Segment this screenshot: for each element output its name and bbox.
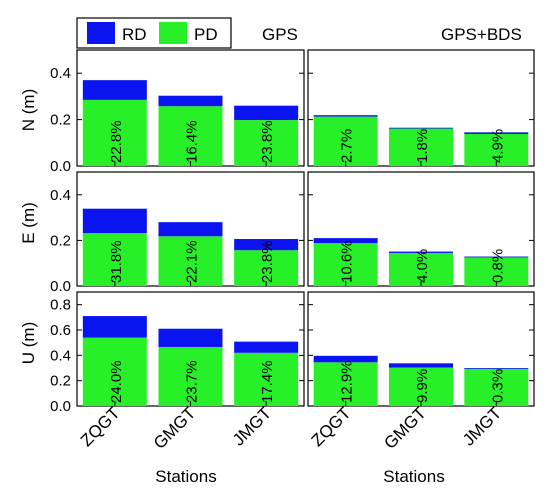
panel-e-gps-bds: 10.6% 4.0% 0.8% — [307, 171, 535, 287]
x-tick-label: JMGT — [459, 403, 505, 449]
bar-pd-jmgt — [464, 133, 529, 166]
bar-percent-label: 0.8% — [489, 249, 506, 283]
legend: RD PD — [76, 17, 232, 49]
bar-pd-jmgt — [234, 352, 299, 406]
bar-rd-zqgt — [82, 316, 147, 338]
bar-pd-zqgt — [313, 116, 378, 166]
bar-pd-gmgt — [158, 346, 223, 406]
panel-n-gps-bds: 2.7% 1.8% 4.9% — [307, 49, 535, 167]
y-tick-label: 0.2 — [50, 232, 71, 249]
x-axis-title-gps: Stations — [155, 467, 216, 486]
panel-u-gps: 0.0 0.2 0.4 0.6 0.8 24.0%ZQGT 23.7%GMGT 17.4%JM… — [50, 291, 305, 453]
bar-rd-zqgt — [313, 238, 378, 244]
bar-rd-gmgt — [158, 95, 223, 107]
legend-swatch-pd — [159, 22, 187, 44]
bar-pd-jmgt — [464, 368, 529, 406]
bar-pd-gmgt — [389, 367, 453, 406]
x-tick-label: GMGT — [150, 403, 199, 452]
bar-rd-zqgt — [313, 115, 378, 117]
bar-pd-gmgt — [158, 106, 223, 166]
bar-percent-label: 12.9% — [339, 360, 356, 403]
bar-percent-label: 1.8% — [414, 129, 431, 163]
bar-percent-label: 23.7% — [184, 360, 201, 403]
y-tick-label: 0.2 — [50, 373, 71, 390]
y-tick-label: 0.6 — [50, 322, 71, 339]
bar-pd-gmgt — [389, 128, 453, 166]
bar-percent-label: 17.4% — [259, 360, 276, 403]
bar-rd-jmgt — [234, 239, 299, 251]
column-title-gps-bds: GPS+BDS — [441, 25, 522, 44]
x-tick-label: JMGT — [229, 403, 275, 449]
bar-rd-gmgt — [158, 328, 223, 347]
bar-rd-jmgt — [234, 105, 299, 121]
bar-rd-gmgt — [389, 363, 453, 368]
bar-percent-label: 9.9% — [414, 369, 431, 403]
bar-pd-zqgt — [82, 337, 147, 406]
panel-e-gps: 0.0 0.2 0.4 31.8% 22.1% 23.8% — [50, 171, 305, 295]
y-tick-label: 0.4 — [50, 187, 71, 204]
bar-pd-zqgt — [82, 233, 147, 286]
bar-percent-label: 10.6% — [339, 240, 356, 283]
bar-percent-label: 16.4% — [184, 120, 201, 163]
bar-rd-gmgt — [158, 222, 223, 237]
panel-n-gps: 0.0 0.2 0.4 22.8% 16.4% 23.8% — [50, 49, 305, 175]
bar-percent-label: 22.1% — [184, 240, 201, 283]
bar-pd-gmgt — [158, 236, 223, 286]
y-tick-label: 0.0 — [50, 158, 71, 175]
bar-rd-gmgt — [389, 127, 453, 129]
y-tick-label: 0.4 — [50, 65, 71, 82]
bar-percent-label: 2.7% — [339, 129, 356, 163]
bar-pd-gmgt — [389, 252, 453, 286]
legend-label-pd: PD — [194, 25, 218, 44]
column-title-gps: GPS — [262, 25, 298, 44]
legend-label-rd: RD — [122, 25, 147, 44]
bar-percent-label: 23.8% — [259, 240, 276, 283]
bar-pd-jmgt — [234, 250, 299, 286]
bar-rd-zqgt — [313, 355, 378, 363]
bar-rd-jmgt — [464, 368, 529, 369]
legend-swatch-rd — [87, 22, 115, 44]
panel-u-gps-bds: 12.9%ZQGT 9.9%GMGT 0.3%JMGT — [307, 291, 535, 453]
bar-rd-jmgt — [234, 341, 299, 353]
bar-percent-label: 4.9% — [489, 129, 506, 163]
x-tick-label: ZQGT — [308, 403, 355, 450]
y-tick-label: 0.0 — [50, 398, 71, 415]
panels-layer: 0.00.20.422.8% 16.4% 23.8% 2.7% 1.8% 4.9%0.00… — [50, 49, 535, 453]
bar-pd-jmgt — [234, 120, 299, 166]
row-label-n: N (m) — [19, 89, 38, 131]
bar-rd-gmgt — [389, 251, 453, 253]
bar-percent-label: 24.0% — [108, 360, 125, 403]
bar-pd-zqgt — [313, 243, 378, 286]
bar-rd-zqgt — [82, 80, 147, 100]
bar-pd-zqgt — [313, 362, 378, 406]
y-tick-label: 0.4 — [50, 347, 71, 364]
bar-percent-label: 22.8% — [108, 120, 125, 163]
bar-percent-label: 4.0% — [414, 249, 431, 283]
bar-rd-zqgt — [82, 208, 147, 234]
row-label-u: U (m) — [19, 322, 38, 364]
bar-percent-label: 0.3% — [489, 369, 506, 403]
x-tick-label: ZQGT — [77, 403, 124, 450]
x-tick-label: GMGT — [380, 403, 429, 452]
bar-rd-jmgt — [464, 256, 529, 258]
bar-percent-label: 23.8% — [259, 120, 276, 163]
y-tick-label: 0.0 — [50, 278, 71, 295]
x-axis-title-gps-bds: Stations — [383, 467, 444, 486]
bar-percent-label: 31.8% — [108, 240, 125, 283]
y-tick-label: 0.2 — [50, 112, 71, 129]
y-tick-label: 0.8 — [50, 297, 71, 314]
bar-pd-zqgt — [82, 99, 147, 166]
row-label-e: E (m) — [19, 202, 38, 244]
bar-rd-jmgt — [464, 132, 529, 134]
